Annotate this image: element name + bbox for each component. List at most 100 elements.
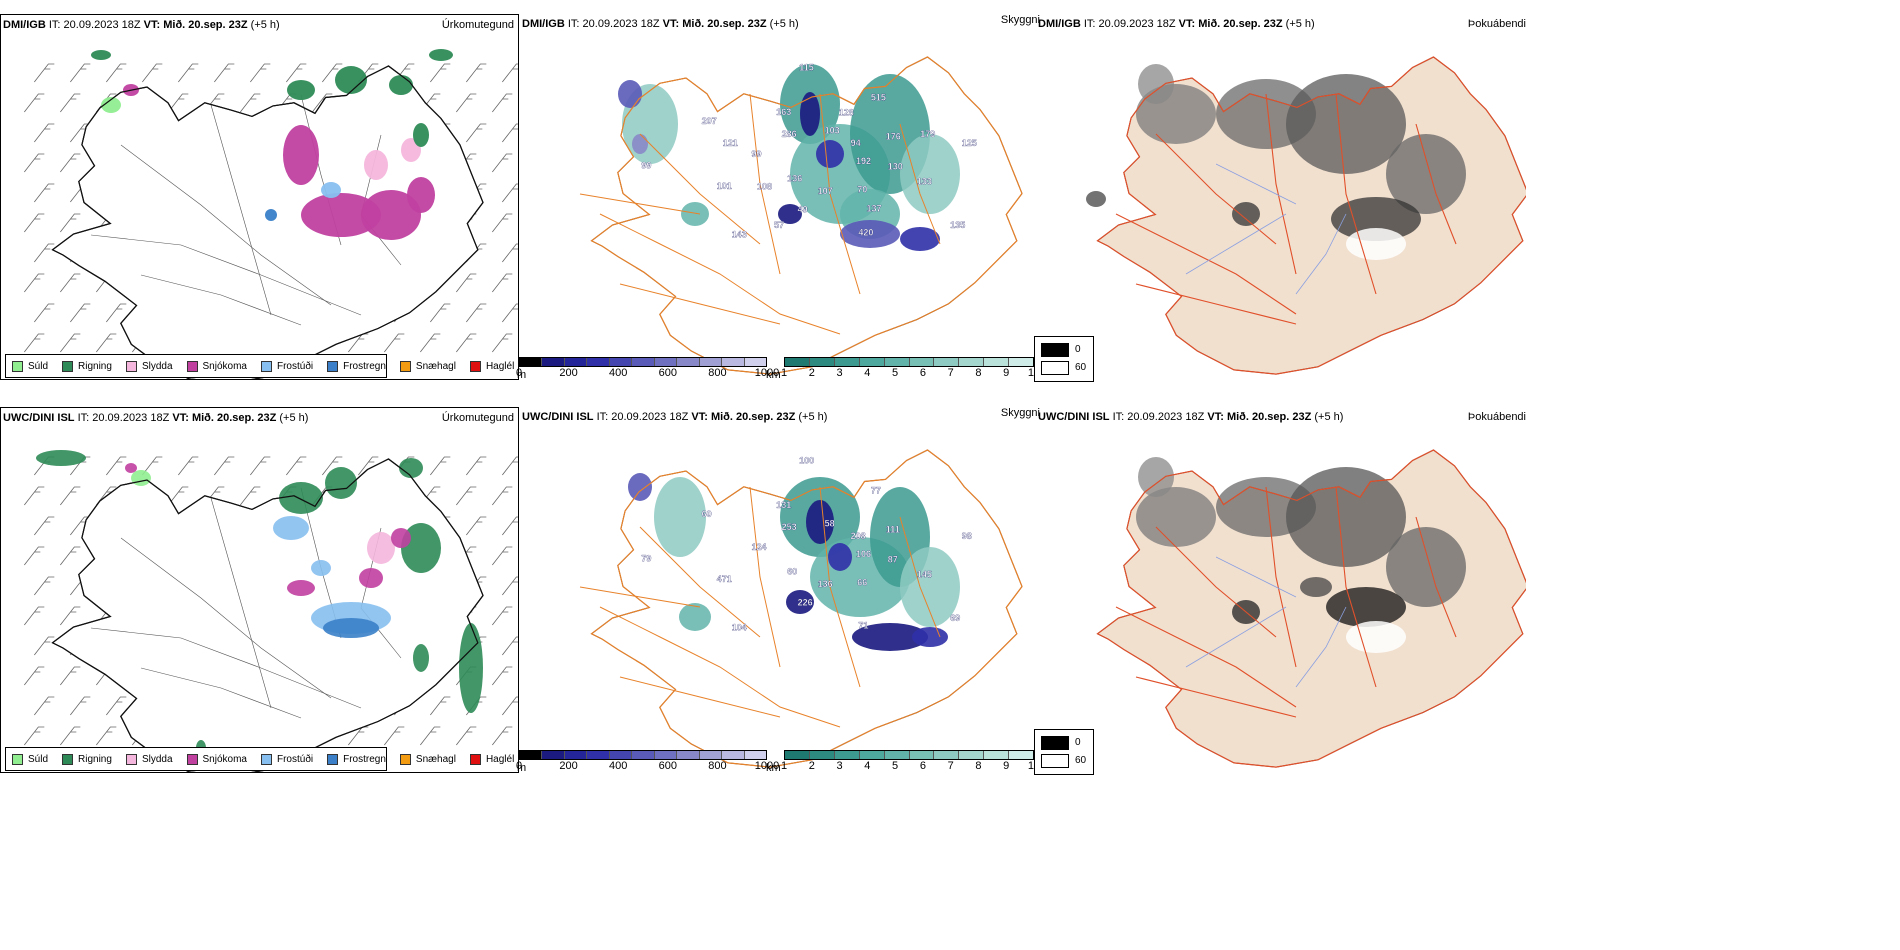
scale-swatch	[959, 751, 985, 759]
scale-tick-label: 200	[559, 760, 578, 772]
visibility-value-label: 99	[752, 149, 762, 159]
wind-barb	[240, 486, 261, 506]
precip-area	[325, 467, 357, 499]
precip-area	[391, 528, 411, 548]
wind-barb	[322, 63, 343, 83]
scale-swatch	[699, 358, 723, 366]
precip-area	[125, 463, 137, 473]
visibility-value-label: 103	[825, 125, 840, 135]
wind-barb	[34, 183, 55, 203]
visibility-value-label: 208	[851, 531, 866, 541]
wind-barb	[502, 123, 518, 143]
precip-legend-item: Rigning	[62, 753, 112, 765]
precip-area	[131, 470, 151, 486]
scale-swatch	[654, 358, 678, 366]
wind-barb	[60, 606, 81, 626]
visibility-value-label: 87	[888, 554, 898, 564]
precip-area	[301, 193, 381, 237]
wind-barb	[214, 63, 235, 83]
precip-legend-item: Frostúði	[260, 360, 313, 372]
visibility-value-label: 108	[757, 182, 772, 192]
panel-header: DMI/IGB IT: 20.09.2023 18Z VT: Mið. 20.s…	[1038, 18, 1315, 30]
wind-barb	[502, 243, 518, 263]
scale-tick-label: 800	[708, 367, 727, 379]
coastline	[1096, 56, 1526, 375]
visibility-scale-km-ticks: 12345678910	[780, 367, 1040, 380]
fog-indicator-area	[1138, 457, 1174, 497]
wind-barb	[384, 333, 405, 353]
precip-legend-label: Haglél	[485, 360, 515, 372]
fog-legend-label: 0	[1075, 737, 1081, 748]
scale-tick-label: 400	[609, 760, 628, 772]
scale-tick-label: 1	[780, 367, 788, 379]
wind-barb	[492, 666, 513, 686]
road	[90, 627, 362, 709]
road	[749, 93, 781, 275]
scale-swatch	[859, 751, 885, 759]
wind-barb	[24, 153, 45, 173]
river	[1185, 213, 1287, 275]
scale-swatch	[809, 358, 835, 366]
visibility-value-label: 106	[856, 549, 871, 559]
wind-barb	[250, 456, 271, 476]
precip-legend-swatch	[260, 753, 272, 765]
road	[1115, 606, 1297, 708]
precip-legend-item: Slydda	[125, 753, 173, 765]
visibility-value-label: 124	[752, 542, 767, 552]
wind-barb	[430, 63, 451, 83]
visibility-scale-km-ticks: 12345678910	[781, 760, 1040, 773]
wind-barb	[34, 63, 55, 83]
visibility-value-label: 94	[851, 138, 861, 148]
scale-swatch	[744, 358, 766, 366]
visibility-value-label: 100	[799, 455, 814, 465]
precip-legend-item: Frostregn	[327, 360, 386, 372]
coastline-overlay	[51, 458, 484, 772]
scale-swatch	[1009, 751, 1034, 759]
fog-area	[800, 92, 820, 136]
scale-swatch	[542, 751, 565, 759]
fog-area	[632, 134, 648, 154]
fog-area	[852, 623, 928, 651]
visibility-value-label: 143	[732, 229, 747, 239]
precip-legend-label: Snæhagl	[415, 753, 456, 765]
precip-area	[367, 532, 395, 564]
visibility-scale-m-ticks: 0 200 400 600 800 1000	[516, 367, 779, 380]
precip-legend-swatch	[62, 360, 74, 372]
coastline	[51, 458, 484, 772]
glacier-area	[1346, 228, 1406, 260]
wind-barb	[384, 726, 405, 746]
precip-legend-swatch	[469, 360, 481, 372]
visibility-value-label: 133	[917, 177, 932, 187]
road	[210, 497, 272, 709]
scale-swatch	[722, 358, 745, 366]
wind-barb	[492, 93, 513, 113]
wind-barb	[24, 486, 45, 506]
scale-swatch	[632, 751, 655, 759]
scale-swatch	[722, 751, 745, 759]
fog-indicator-map	[1096, 449, 1526, 768]
panel-header: UWC/DINI ISL IT: 20.09.2023 18Z VT: Mið.…	[1038, 411, 1344, 423]
visibility-value-label: 130	[888, 161, 903, 171]
visibility-scale-m: 0 200 400 600 800 1000 m	[516, 357, 779, 381]
low-visibility-area	[654, 477, 706, 557]
scale-tick-label: 7	[947, 367, 954, 379]
visibility-value-label: 77	[871, 486, 881, 496]
scale-swatch	[542, 358, 565, 366]
visibility-value-label: 57	[774, 220, 784, 230]
wind-barb	[24, 726, 45, 746]
visibility-value-label: 60	[702, 509, 712, 519]
wind-barb	[502, 456, 518, 476]
visibility-value-label: 66	[857, 577, 867, 587]
visibility-scale-km: 12345678910 km	[766, 750, 1040, 774]
fog-indicator-area	[1286, 467, 1406, 567]
precip-legend-swatch	[399, 360, 411, 372]
precip-legend-label: Súld	[28, 753, 49, 765]
fog-indicator-area	[1232, 202, 1260, 226]
wind-barb	[106, 696, 127, 716]
precip-legend-swatch	[186, 360, 198, 372]
precip-legend-item: Slydda	[125, 360, 173, 372]
precip-legend-label: Rigning	[78, 753, 112, 765]
river	[1295, 606, 1347, 688]
precip-legend-swatch	[186, 753, 198, 765]
precip-area	[287, 580, 315, 596]
